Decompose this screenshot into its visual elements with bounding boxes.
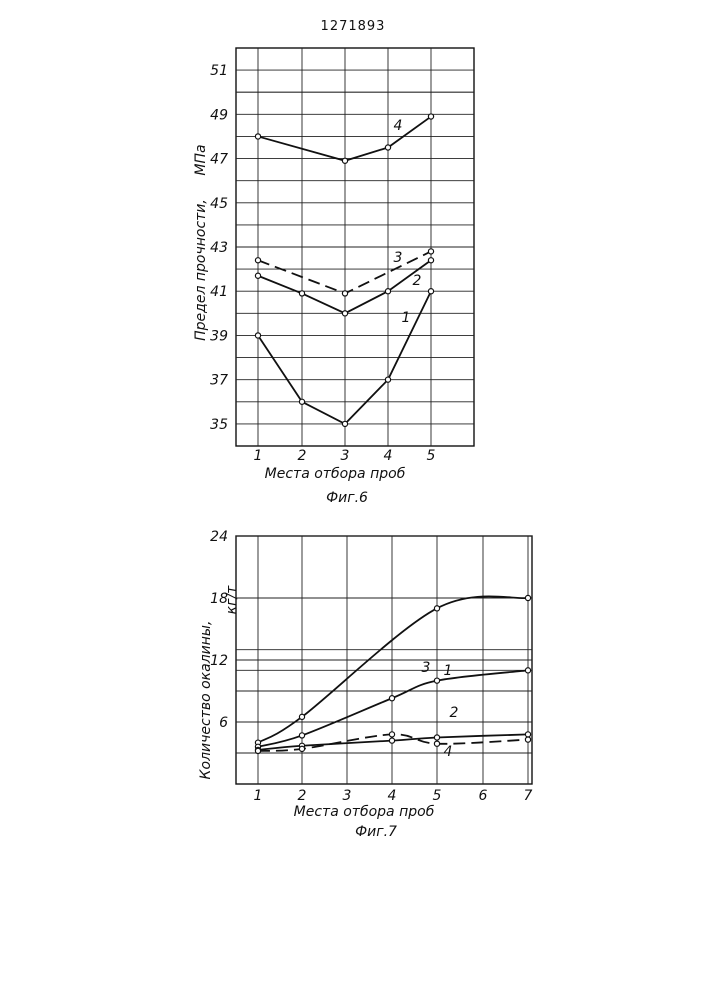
y-axis-unit: кг/т <box>224 585 240 615</box>
series-2-point <box>342 311 347 316</box>
series-4-point <box>342 158 347 163</box>
series-4-point <box>299 746 304 751</box>
y-axis-unit: МПа <box>193 144 209 175</box>
series-1-point <box>428 289 433 294</box>
x-tick-label: 1 <box>254 448 263 464</box>
series-3-point <box>255 258 260 263</box>
y-axis-label: Количество окалины, <box>198 621 214 780</box>
series-label-2: 2 <box>450 705 459 721</box>
series-2-point <box>385 289 390 294</box>
patent-number: 1271893 <box>321 19 386 34</box>
series-3-point <box>342 291 347 296</box>
series-1-point <box>299 399 304 404</box>
series-4-point <box>525 737 530 742</box>
series-1-line <box>258 596 528 742</box>
series-2-point <box>428 258 433 263</box>
x-tick-label: 6 <box>479 788 488 804</box>
series-label-4: 4 <box>394 118 403 134</box>
y-axis-label: Предел прочности, <box>193 199 209 341</box>
y-tick-label: 35 <box>210 417 228 433</box>
series-4-point <box>385 145 390 150</box>
series-2-point <box>434 735 439 740</box>
series-label-1: 1 <box>444 663 453 679</box>
figure-caption: Фиг.6 <box>326 490 368 506</box>
series-label-2: 2 <box>413 273 422 289</box>
series-3-point <box>525 668 530 673</box>
x-axis-label: Места отбора проб <box>265 466 406 482</box>
x-tick-label: 7 <box>524 788 533 804</box>
series-2-point <box>389 738 394 743</box>
series-2-point <box>255 273 260 278</box>
x-tick-label: 3 <box>343 788 352 804</box>
x-tick-label: 4 <box>384 448 393 464</box>
x-axis-label: Места отбора проб <box>294 804 435 820</box>
series-3-point <box>389 696 394 701</box>
series-4-point <box>255 134 260 139</box>
series-4-point <box>255 748 260 753</box>
y-tick-label: 51 <box>210 63 228 79</box>
x-tick-label: 1 <box>254 788 263 804</box>
x-tick-label: 3 <box>341 448 350 464</box>
y-tick-label: 43 <box>210 240 228 256</box>
y-tick-label: 49 <box>210 107 228 123</box>
series-4-point <box>389 732 394 737</box>
series-4-point <box>428 114 433 119</box>
y-tick-label: 47 <box>210 152 228 168</box>
series-4-line <box>258 117 431 161</box>
x-tick-label: 5 <box>427 448 436 464</box>
x-tick-label: 5 <box>433 788 442 804</box>
series-3-point <box>299 733 304 738</box>
series-label-3: 3 <box>394 250 403 266</box>
series-1-point <box>299 714 304 719</box>
y-tick-label: 24 <box>210 529 228 545</box>
x-tick-label: 2 <box>298 448 307 464</box>
series-label-1: 1 <box>402 310 411 326</box>
y-tick-label: 41 <box>210 284 228 300</box>
figure-7: 61218241234567Места отбора пробКоличеств… <box>198 529 533 840</box>
series-1-point <box>255 333 260 338</box>
series-1-point <box>525 595 530 600</box>
series-1-point <box>385 377 390 382</box>
series-label-4: 4 <box>444 744 453 760</box>
y-tick-label: 45 <box>210 196 228 212</box>
series-2-line <box>258 260 431 313</box>
figure-6: 35373941434547495112345Места отбора проб… <box>193 48 474 506</box>
x-tick-label: 2 <box>298 788 307 804</box>
y-tick-label: 37 <box>210 373 228 389</box>
series-3-point <box>428 249 433 254</box>
figure-caption: Фиг.7 <box>355 824 397 840</box>
series-1-point <box>434 606 439 611</box>
series-2-point <box>299 291 304 296</box>
x-tick-label: 4 <box>388 788 397 804</box>
series-4-point <box>434 741 439 746</box>
series-1-point <box>342 421 347 426</box>
y-tick-label: 39 <box>210 328 228 344</box>
series-label-3: 3 <box>422 660 431 676</box>
series-3-point <box>434 678 439 683</box>
series-2-point <box>525 732 530 737</box>
y-tick-label: 6 <box>219 715 228 731</box>
